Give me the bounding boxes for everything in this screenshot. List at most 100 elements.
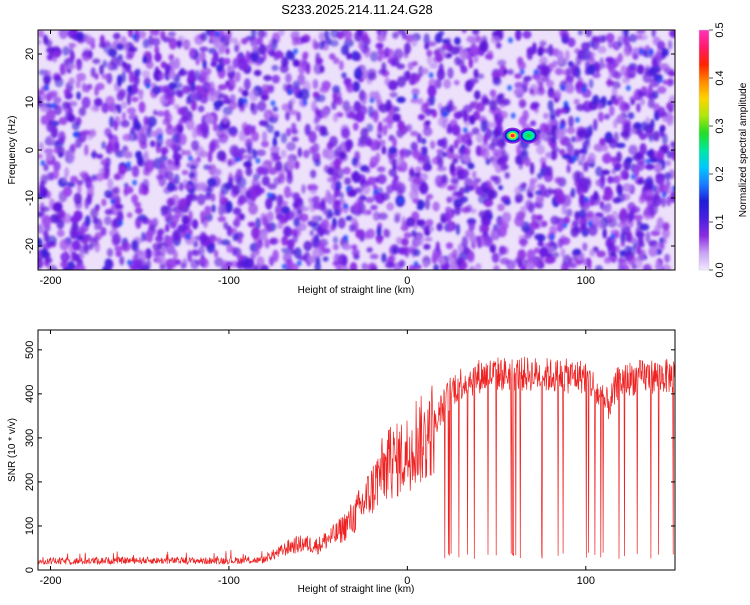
heatmap-cell xyxy=(272,249,279,262)
heatmap-cell xyxy=(493,264,500,270)
heatmap-cell xyxy=(82,129,91,136)
heatmap-cell xyxy=(209,141,216,152)
heatmap-cell xyxy=(527,191,534,199)
heatmap-cell xyxy=(651,30,656,38)
heatmap-cell xyxy=(584,196,589,203)
heatmap-cell xyxy=(308,130,317,144)
heatmap-cell xyxy=(263,74,272,82)
heatmap-cell xyxy=(638,195,645,204)
heatmap-cell xyxy=(174,207,181,220)
heatmap-cell xyxy=(393,48,404,60)
heatmap-cell xyxy=(501,211,512,223)
heatmap-cell xyxy=(521,182,527,188)
heatmap-cell xyxy=(394,180,402,188)
heatmap-cell xyxy=(423,262,429,268)
heatmap-cell xyxy=(538,247,549,258)
heatmap-cell xyxy=(248,264,258,270)
heatmap-cell xyxy=(261,140,269,148)
heatmap-cell xyxy=(236,259,245,270)
heatmap-cell xyxy=(344,177,352,186)
y-tick-label: 20 xyxy=(24,48,36,60)
heatmap-cell xyxy=(636,30,646,35)
heatmap-cell xyxy=(292,201,300,209)
heatmap-cell xyxy=(68,241,74,254)
heatmap-cell xyxy=(234,215,241,228)
heatmap-cell xyxy=(168,54,175,61)
heatmap-cell xyxy=(588,224,598,236)
heatmap-cell xyxy=(291,122,297,134)
heatmap-cell xyxy=(594,265,603,270)
heatmap-cell xyxy=(378,139,386,146)
heatmap-cell xyxy=(101,73,109,80)
heatmap-cell xyxy=(103,215,112,226)
heatmap-cell xyxy=(539,220,548,228)
heatmap-cell xyxy=(372,184,378,191)
heatmap-cell xyxy=(157,133,163,140)
heatmap-cell xyxy=(300,37,308,43)
heatmap-cell xyxy=(110,198,116,205)
heatmap-cell xyxy=(602,62,611,69)
heatmap-cell xyxy=(658,40,665,48)
heatmap-cell xyxy=(560,84,566,91)
heatmap-cell xyxy=(532,73,540,80)
heatmap-cell xyxy=(441,137,448,150)
heatmap-cell xyxy=(272,155,282,161)
heatmap-cell xyxy=(449,144,455,154)
heatmap-cell xyxy=(662,133,668,146)
heatmap-cell xyxy=(346,83,355,93)
heatmap-cell xyxy=(211,56,221,63)
heatmap-cell xyxy=(285,258,294,269)
heatmap-cell xyxy=(218,203,225,216)
heatmap-cell xyxy=(266,211,274,222)
heatmap-cell xyxy=(489,244,497,254)
heatmap-cell xyxy=(351,244,358,250)
heatmap-cell xyxy=(373,111,379,123)
heatmap-cell xyxy=(310,169,317,179)
heatmap-cell xyxy=(389,91,398,98)
heatmap-cell xyxy=(257,239,264,249)
heatmap-cell xyxy=(112,32,121,40)
heatmap-cell xyxy=(473,177,482,184)
heatmap-cell xyxy=(628,65,637,78)
heatmap-cell xyxy=(142,38,150,49)
heatmap-cell xyxy=(289,249,297,255)
heatmap-cell xyxy=(261,131,268,143)
heatmap-cell xyxy=(283,83,288,92)
heatmap-cell xyxy=(70,215,81,223)
heatmap-cell xyxy=(515,193,524,203)
heatmap-cell xyxy=(100,226,107,236)
heatmap-cell xyxy=(354,111,365,123)
heatmap-cell xyxy=(311,100,317,112)
heatmap-cell xyxy=(608,256,618,262)
heatmap-cell xyxy=(349,262,358,270)
heatmap-cell xyxy=(645,158,651,165)
heatmap-cell xyxy=(620,232,631,242)
heatmap-cell xyxy=(507,69,514,75)
heatmap-cell xyxy=(602,194,611,202)
heatmap-cell xyxy=(441,38,451,44)
heatmap-cell xyxy=(360,33,370,42)
heatmap-cell xyxy=(281,247,291,254)
heatmap-cell xyxy=(121,71,126,83)
heatmap-cell xyxy=(118,88,127,98)
heatmap-cell xyxy=(482,147,490,161)
heatmap-cell xyxy=(156,229,164,238)
heatmap-cell xyxy=(574,211,580,221)
heatmap-cell xyxy=(468,57,474,69)
heatmap-cell xyxy=(226,65,234,73)
heatmap-cell xyxy=(261,84,272,92)
heatmap-cell xyxy=(486,50,494,61)
heatmap-cell xyxy=(173,143,178,156)
heatmap-cell xyxy=(181,214,190,225)
heatmap-cell xyxy=(477,234,487,248)
heatmap-cell xyxy=(142,55,148,64)
heatmap-cell xyxy=(369,156,379,168)
heatmap-cell xyxy=(40,115,48,125)
heatmap-cell xyxy=(549,234,555,240)
heatmap-cell xyxy=(332,113,339,123)
x-tick-label: -100 xyxy=(218,275,240,287)
heatmap-cell xyxy=(216,237,222,245)
heatmap-cell xyxy=(283,185,292,199)
heatmap-cell xyxy=(443,78,452,89)
heatmap-cell xyxy=(299,88,310,101)
